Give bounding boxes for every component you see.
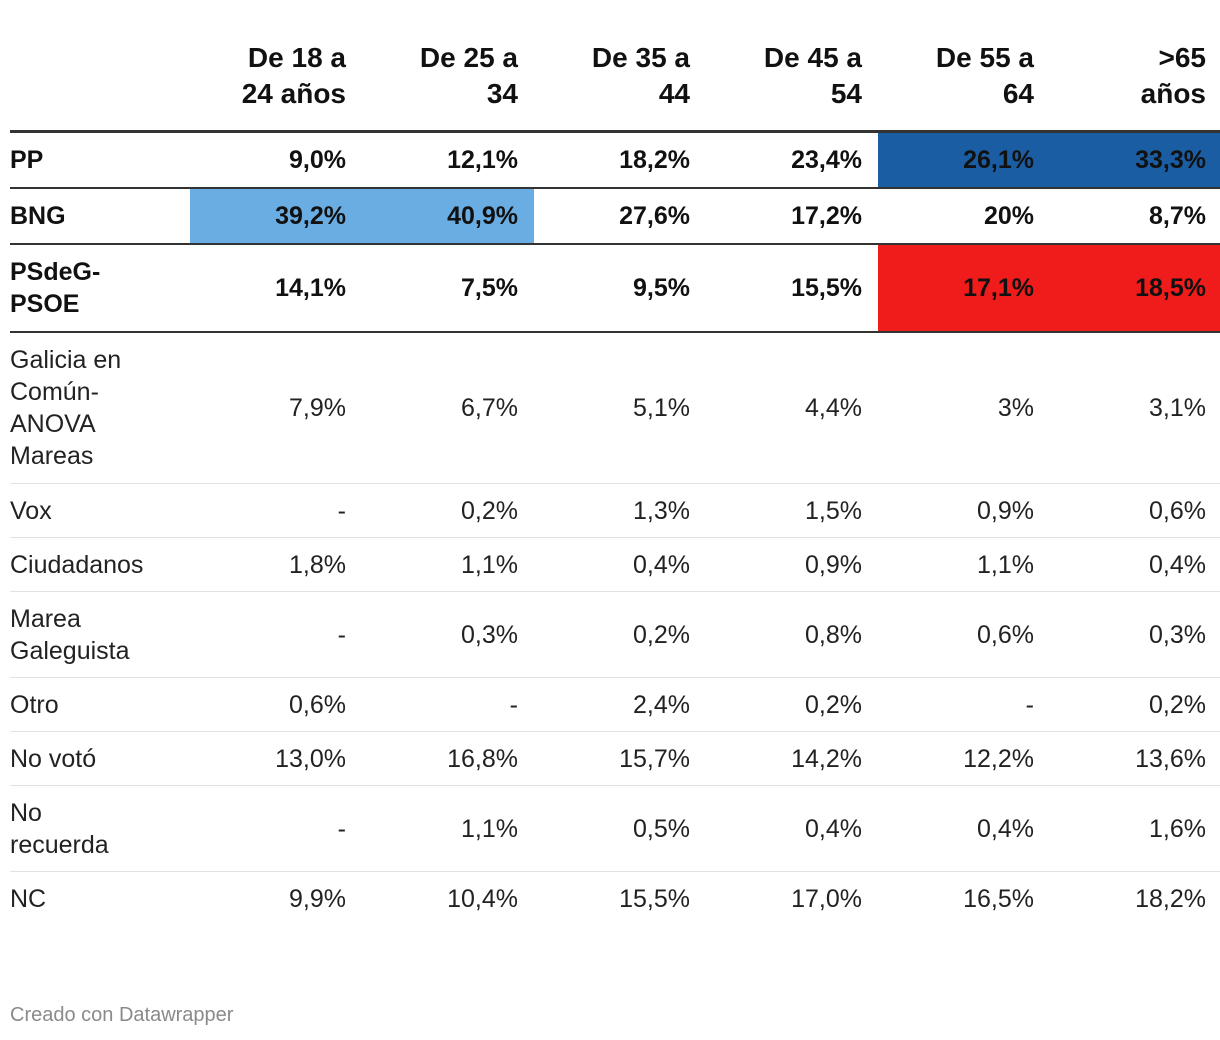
table-cell: 0,4%	[878, 785, 1050, 872]
table-cell: 0,2%	[534, 591, 706, 678]
table-cell: 17,0%	[791, 884, 862, 913]
table-row: No votó 13,0% 16,8% 15,7% 14,2% 12,2% 13,6%	[10, 731, 1220, 786]
table-cell: 23,4%	[706, 131, 878, 189]
table-row: Otro 0,6% -2,4% 0,2% -0,2%	[10, 677, 1220, 732]
table-cell: 0,2%	[1050, 677, 1220, 732]
table-cell: 10,4%	[447, 884, 518, 913]
table-row: Galicia en Común-ANOVA Mareas 7,9% 6,7% 5,1…	[10, 331, 1220, 484]
table-cell: 12,2%	[878, 731, 1050, 786]
table-cell: 0,8%	[706, 591, 878, 678]
table-cell: -	[190, 483, 362, 538]
table-cell: 1,5%	[706, 483, 878, 538]
column-header-6: >65 años	[1140, 42, 1206, 109]
table-cell: 39,2%	[190, 187, 362, 245]
table-cell: 13,6%	[1050, 731, 1220, 786]
row-label: BNG	[10, 187, 190, 245]
table-cell: 18,2%	[1135, 884, 1206, 913]
table-cell: 18,2%	[534, 131, 706, 189]
table-cell: 15,7%	[534, 731, 706, 786]
table-cell: 5,1%	[534, 331, 706, 484]
column-header-3: De 35 a 44	[591, 42, 690, 109]
table-cell: 14,1%	[190, 243, 362, 333]
table-cell: 0,2%	[706, 677, 878, 732]
table-cell: 1,1%	[362, 785, 534, 872]
table-cell: -	[878, 677, 1050, 732]
table-header-row: De 18 a 24 años De 25 a 34 De 35 a 44 De 45…	[10, 40, 1220, 132]
results-table: De 18 a 24 años De 25 a 34 De 35 a 44 De 45…	[10, 40, 1220, 926]
table-cell: 0,5%	[534, 785, 706, 872]
table-cell: 17,2%	[706, 187, 878, 245]
row-label: PSdeG-PSOE	[10, 243, 190, 333]
table-cell: 0,4%	[1050, 537, 1220, 592]
table-cell: 3%	[878, 331, 1050, 484]
row-label: No recuerda	[10, 785, 190, 872]
column-header-5: De 55 a 64	[935, 42, 1034, 109]
table-cell: 9,5%	[534, 243, 706, 333]
table-cell: 18,5%	[1050, 243, 1220, 333]
row-label: Ciudadanos	[10, 537, 190, 592]
table-cell: 13,0%	[190, 731, 362, 786]
table-body: PP 9,0% 12,1% 18,2% 23,4% 26,1% 33,3% BNG 39,2% 4…	[10, 131, 1220, 926]
table-row: Vox -0,2% 1,3% 1,5% 0,9% 0,6%	[10, 483, 1220, 538]
table-cell: 1,6%	[1050, 785, 1220, 872]
table-cell: 1,1%	[362, 537, 534, 592]
footer-credit: Creado con Datawrapper	[10, 1004, 234, 1026]
table-cell: 14,2%	[706, 731, 878, 786]
table-cell: 20%	[878, 187, 1050, 245]
table-cell: -	[190, 785, 362, 872]
table-cell: 0,4%	[534, 537, 706, 592]
table-cell: 3,1%	[1050, 331, 1220, 484]
row-label: PP	[10, 131, 190, 189]
table-cell: 17,1%	[878, 243, 1050, 333]
table-row: PP 9,0% 12,1% 18,2% 23,4% 26,1% 33,3%	[10, 131, 1220, 189]
row-label: Galicia en Común-ANOVA Mareas	[10, 331, 190, 484]
table-row: PSdeG-PSOE 14,1% 7,5% 9,5% 15,5% 17,1% 18,5%	[10, 243, 1220, 333]
table-cell: -	[190, 591, 362, 678]
column-header-4: De 45 a 54	[763, 42, 862, 109]
table-row: BNG 39,2% 40,9% 27,6% 17,2% 20% 8,7%	[10, 187, 1220, 245]
table-cell: 9,0%	[190, 131, 362, 189]
row-label: NC	[10, 884, 47, 913]
row-label: Marea Galeguista	[10, 591, 190, 678]
table-cell: -	[362, 677, 534, 732]
table-cell: 16,8%	[362, 731, 534, 786]
column-header-label	[10, 40, 190, 132]
table-cell: 15,5%	[619, 884, 690, 913]
table-cell: 8,7%	[1050, 187, 1220, 245]
table-row: Marea Galeguista -0,3% 0,2% 0,8% 0,6% 0,3%	[10, 591, 1220, 678]
table-cell: 1,8%	[190, 537, 362, 592]
table-cell: 0,9%	[706, 537, 878, 592]
table-row: No recuerda -1,1% 0,5% 0,4% 0,4% 1,6%	[10, 785, 1220, 872]
table-row: NC 9,9% 10,4% 15,5% 17,0% 16,5% 18,2%	[10, 872, 1220, 926]
table-cell: 1,1%	[878, 537, 1050, 592]
row-label: Vox	[10, 483, 190, 538]
table-cell: 0,6%	[190, 677, 362, 732]
table-cell: 27,6%	[534, 187, 706, 245]
table-cell: 26,1%	[878, 131, 1050, 189]
table-cell: 4,4%	[706, 331, 878, 484]
table-cell: 12,1%	[362, 131, 534, 189]
table-cell: 0,4%	[706, 785, 878, 872]
table-cell: 6,7%	[362, 331, 534, 484]
table-row: Ciudadanos 1,8% 1,1% 0,4% 0,9% 1,1% 0,4%	[10, 537, 1220, 592]
table-cell: 16,5%	[963, 884, 1034, 913]
column-header-2: De 25 a 34	[419, 42, 518, 109]
column-header-1: De 18 a 24 años	[241, 42, 346, 109]
table-cell: 1,3%	[534, 483, 706, 538]
table-cell: 40,9%	[362, 187, 534, 245]
table-cell: 33,3%	[1050, 131, 1220, 189]
table-cell: 0,3%	[1050, 591, 1220, 678]
table-cell: 9,9%	[289, 884, 346, 913]
row-label: No votó	[10, 731, 190, 786]
table-cell: 7,5%	[362, 243, 534, 333]
table-cell: 0,2%	[362, 483, 534, 538]
table-cell: 0,6%	[878, 591, 1050, 678]
table-cell: 15,5%	[706, 243, 878, 333]
table-cell: 0,3%	[362, 591, 534, 678]
row-label: Otro	[10, 677, 190, 732]
table-cell: 7,9%	[190, 331, 362, 484]
table-cell: 2,4%	[534, 677, 706, 732]
table-cell: 0,6%	[1050, 483, 1220, 538]
table-cell: 0,9%	[878, 483, 1050, 538]
